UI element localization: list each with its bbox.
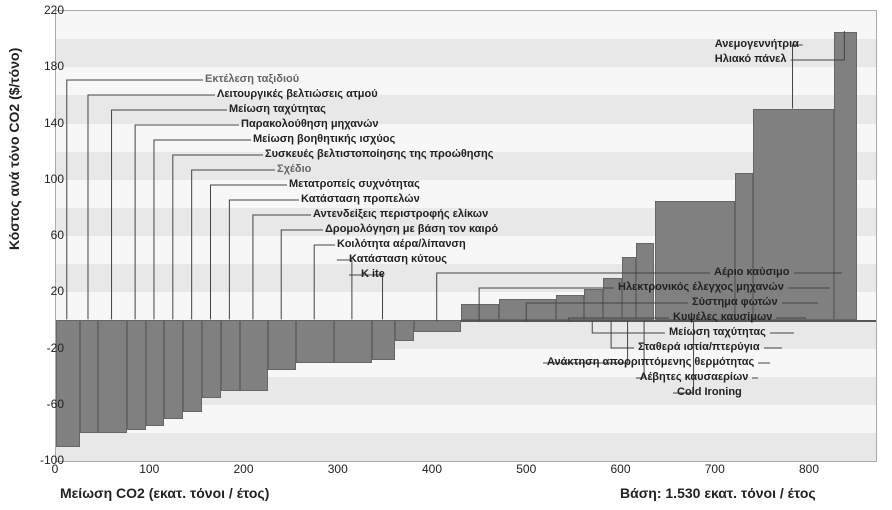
y-tick: -60 (47, 397, 64, 411)
bar-annotation: Cold Ironing (677, 386, 742, 398)
cost-bar (98, 320, 126, 433)
bar-annotation: Κατάσταση κύτους (349, 253, 447, 265)
bar-annotation: Σταθερά ιστία/πτερύγια (638, 341, 760, 353)
cost-bar (834, 32, 858, 320)
bar-annotation: Παρακολούθηση μηχανών (241, 118, 379, 130)
y-tick: 20 (51, 284, 64, 298)
cost-bar (556, 295, 584, 320)
y-tick: 180 (44, 59, 64, 73)
y-tick: 220 (44, 3, 64, 17)
y-tick: 140 (44, 116, 64, 130)
bar-annotation: Αντενδείξεις περιστροφής ελίκων (313, 208, 488, 220)
bar-annotation: Ηλεκτρονικός έλεγχος μηχανών (618, 281, 784, 293)
bar-annotation: Δρομολόγηση με βάση τον καιρό (325, 223, 498, 235)
bar-annotation: Μείωση ταχύτητας (669, 326, 766, 338)
cost-bar (334, 320, 372, 362)
x-tick: 300 (328, 462, 348, 476)
grid-band (56, 11, 876, 39)
cost-bar (499, 299, 556, 320)
bar-annotation: Λειτουργικές βελτιώσεις ατμού (217, 88, 378, 100)
cost-bar (461, 304, 499, 321)
bar-annotation: Συσκευές βελτιστοποίησης της προώθησης (265, 148, 494, 160)
bar-annotation: Μείωση βοηθητικής ισχύος (253, 133, 395, 145)
bar-annotation: Αέριο καύσιμο (714, 266, 790, 278)
bar-annotation: Σύστημα φωτών (692, 296, 778, 308)
bar-annotation: Ηλιακό πάνελ (715, 53, 787, 65)
bar-annotation: Κοιλότητα αέρα/λίπανση (337, 238, 466, 250)
bar-annotation: Εκτέλεση ταξιδιού (205, 73, 299, 85)
cost-bar (80, 320, 99, 433)
cost-bar (183, 320, 202, 411)
cost-bar (240, 320, 268, 390)
y-axis-label: Κόστος ανά τόνο CO2 ($/τόνο) (6, 48, 22, 250)
bar-annotation: Κατάσταση προπελών (301, 193, 420, 205)
grid-band (56, 67, 876, 95)
cost-bar (127, 320, 146, 430)
bar-annotation: Ανάκτηση απορριπτόμενης θερμότητας (547, 356, 754, 368)
macc-chart: Κόστος ανά τόνο CO2 ($/τόνο) -100-60-202… (0, 0, 892, 510)
cost-bar (202, 320, 221, 397)
bar-annotation: Σχέδιο (277, 163, 311, 175)
x-tick: 700 (705, 462, 725, 476)
cost-bar (221, 320, 240, 390)
grid-band (56, 433, 876, 461)
cost-bar (164, 320, 183, 418)
bar-annotation: Λέβητες καυσαερίων (640, 371, 748, 383)
x-axis-label: Μείωση CO2 (εκατ. τόνοι / έτος) (60, 485, 269, 501)
bar-annotation: Κυψέλες καυσίμων (673, 311, 772, 323)
bar-annotation: Μείωση ταχύτητας (229, 103, 326, 115)
cost-bar (584, 289, 603, 320)
bar-annotation: Ανεμογεννήτρια (715, 38, 799, 50)
x-tick: 200 (233, 462, 253, 476)
cost-bar (56, 320, 80, 447)
cost-bar (372, 320, 396, 359)
x-tick: 600 (611, 462, 631, 476)
bar-annotation: Μετατροπείς συχνότητας (289, 178, 420, 190)
x-tick: 500 (516, 462, 536, 476)
baseline-label: Βάση: 1.530 εκατ. τόνοι / έτος (620, 485, 816, 501)
x-tick: 0 (52, 462, 59, 476)
cost-bar (296, 320, 334, 362)
cost-bar (395, 320, 414, 341)
x-tick: 100 (139, 462, 159, 476)
bar-annotation: K ite (361, 268, 385, 280)
plot-area (55, 10, 877, 462)
cost-bar (414, 320, 461, 331)
y-tick: 60 (51, 228, 64, 242)
x-tick: 400 (422, 462, 442, 476)
y-tick: -20 (47, 341, 64, 355)
cost-bar (268, 320, 296, 369)
y-tick: 100 (44, 172, 64, 186)
cost-bar (146, 320, 165, 425)
x-tick: 800 (799, 462, 819, 476)
